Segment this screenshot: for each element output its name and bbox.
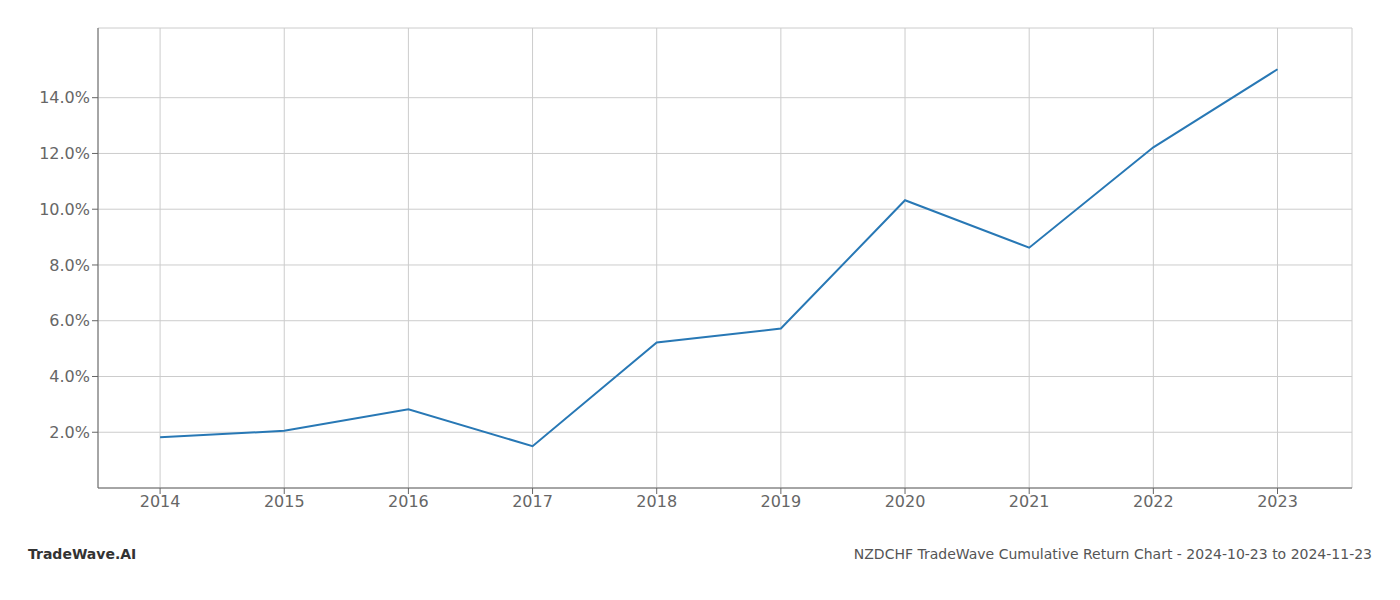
html-text:NZDCHF TradeWave Cumulative Re: NZDCHF TradeWave Cumulative Return Chart… <box>853 546 1372 562</box>
svg-text:2014: 2014 <box>140 492 181 511</box>
svg-text:8.0%: 8.0% <box>49 256 90 275</box>
svg-text:10.0%: 10.0% <box>39 200 90 219</box>
svg-text:4.0%: 4.0% <box>49 367 90 386</box>
svg-text:2.0%: 2.0% <box>49 423 90 442</box>
svg-text:2022: 2022 <box>1133 492 1174 511</box>
svg-text:2023: 2023 <box>1257 492 1298 511</box>
svg-text:2019: 2019 <box>761 492 802 511</box>
svg-text:2017: 2017 <box>512 492 553 511</box>
svg-text:14.0%: 14.0% <box>39 88 90 107</box>
svg-text:12.0%: 12.0% <box>39 144 90 163</box>
svg-text:6.0%: 6.0% <box>49 311 90 330</box>
svg-text:2021: 2021 <box>1009 492 1050 511</box>
svg-text:2016: 2016 <box>388 492 429 511</box>
svg-text:2018: 2018 <box>636 492 677 511</box>
html-text:TradeWave.AI: TradeWave.AI <box>28 546 137 562</box>
svg-text:2015: 2015 <box>264 492 305 511</box>
svg-text:2020: 2020 <box>885 492 926 511</box>
